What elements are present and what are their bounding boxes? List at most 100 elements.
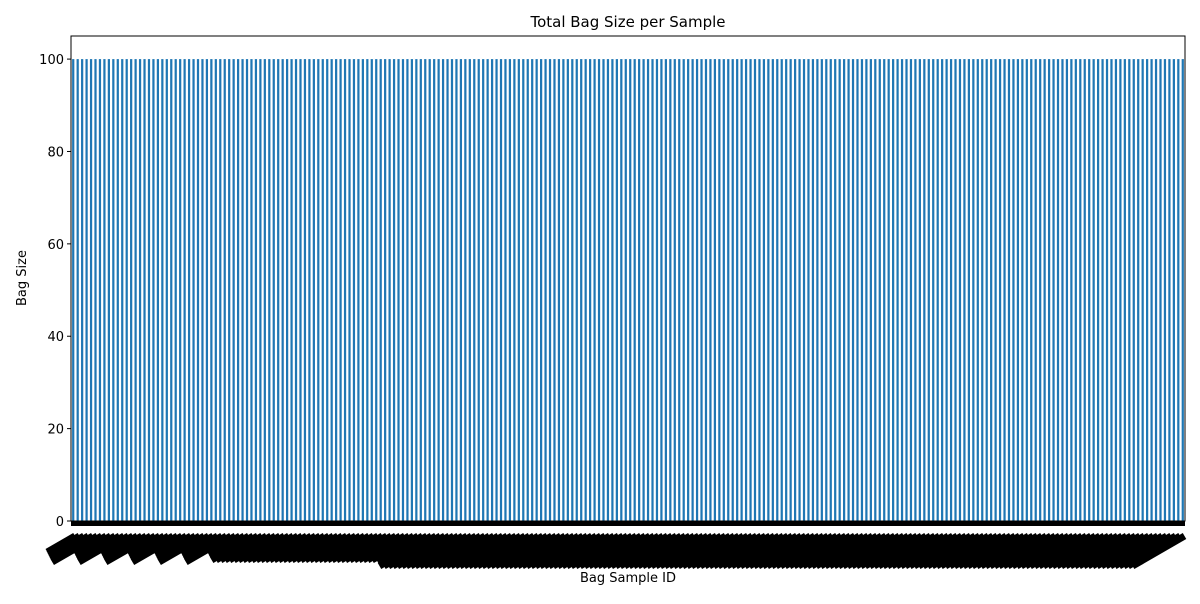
bar — [192, 59, 195, 521]
bar — [125, 59, 128, 521]
bar — [936, 59, 939, 521]
bar — [1146, 59, 1149, 521]
bar — [361, 59, 364, 521]
bar — [1039, 59, 1042, 521]
bar — [531, 59, 534, 521]
bar — [526, 59, 529, 521]
bar — [1163, 59, 1167, 521]
bar — [664, 59, 667, 521]
bar — [357, 59, 360, 521]
bar — [1123, 59, 1126, 521]
bar — [450, 59, 454, 521]
bar — [655, 59, 659, 521]
bar — [1034, 59, 1037, 521]
bar — [263, 59, 266, 521]
bar — [1043, 59, 1046, 521]
bar — [85, 59, 88, 521]
bar — [883, 59, 886, 521]
bar — [1114, 59, 1118, 521]
bar — [633, 59, 636, 521]
bar — [1132, 59, 1135, 521]
bar — [557, 59, 561, 521]
bar — [76, 59, 79, 521]
bar — [1021, 59, 1024, 521]
bar — [589, 59, 592, 521]
bar — [602, 59, 605, 521]
bar — [366, 59, 369, 521]
y-axis-label: Bag Size — [15, 250, 30, 306]
bar — [713, 59, 717, 521]
bar — [228, 59, 231, 521]
bar — [753, 59, 757, 521]
bar — [384, 59, 387, 521]
bar — [771, 59, 774, 521]
bar — [1137, 59, 1140, 521]
bar — [72, 59, 75, 521]
bar — [785, 59, 788, 521]
bar — [1110, 59, 1113, 521]
bar — [900, 59, 904, 521]
bar — [272, 59, 275, 521]
bar — [678, 59, 681, 521]
bar — [183, 59, 186, 521]
bar — [709, 59, 712, 521]
bar — [1159, 59, 1162, 521]
bar — [290, 59, 293, 521]
bar — [571, 59, 574, 521]
bar — [508, 59, 512, 521]
bar — [499, 59, 503, 521]
bar — [397, 59, 400, 521]
bar — [339, 59, 342, 521]
bar — [1168, 59, 1171, 521]
bar — [459, 59, 463, 521]
bar — [495, 59, 498, 521]
bar — [932, 59, 935, 521]
bar — [1154, 59, 1158, 521]
bar — [1007, 59, 1011, 521]
bar — [143, 59, 146, 521]
bar — [998, 59, 1002, 521]
bar — [704, 59, 708, 521]
bar — [455, 59, 458, 521]
bar — [963, 59, 966, 521]
bar — [544, 59, 547, 521]
bar — [392, 59, 396, 521]
bar — [152, 59, 155, 521]
y-tick-label: 80 — [47, 145, 64, 160]
bar — [441, 59, 445, 521]
bar — [317, 59, 320, 521]
bar — [1150, 59, 1153, 521]
bar — [611, 59, 614, 521]
bar — [878, 59, 881, 521]
bar — [1056, 59, 1060, 521]
bar — [201, 59, 204, 521]
bar — [744, 59, 748, 521]
bar — [187, 59, 191, 521]
bar — [918, 59, 921, 521]
bar — [593, 59, 596, 521]
bar — [1016, 59, 1020, 521]
bar — [486, 59, 489, 521]
bar — [793, 59, 797, 521]
bar — [348, 59, 351, 521]
bar — [758, 59, 761, 521]
bar — [887, 59, 890, 521]
bar — [856, 59, 859, 521]
bar — [277, 59, 280, 521]
bar — [1092, 59, 1095, 521]
bar — [539, 59, 543, 521]
bar — [196, 59, 200, 521]
bar — [1030, 59, 1033, 521]
y-tick-label: 40 — [47, 330, 64, 345]
x-tick-labels-group — [45, 521, 1187, 570]
bar — [433, 59, 436, 521]
bar — [259, 59, 262, 521]
bar — [468, 59, 471, 521]
bar — [161, 59, 164, 521]
bar — [1088, 59, 1091, 521]
bar — [624, 59, 627, 521]
bar — [682, 59, 685, 521]
bar — [562, 59, 565, 521]
